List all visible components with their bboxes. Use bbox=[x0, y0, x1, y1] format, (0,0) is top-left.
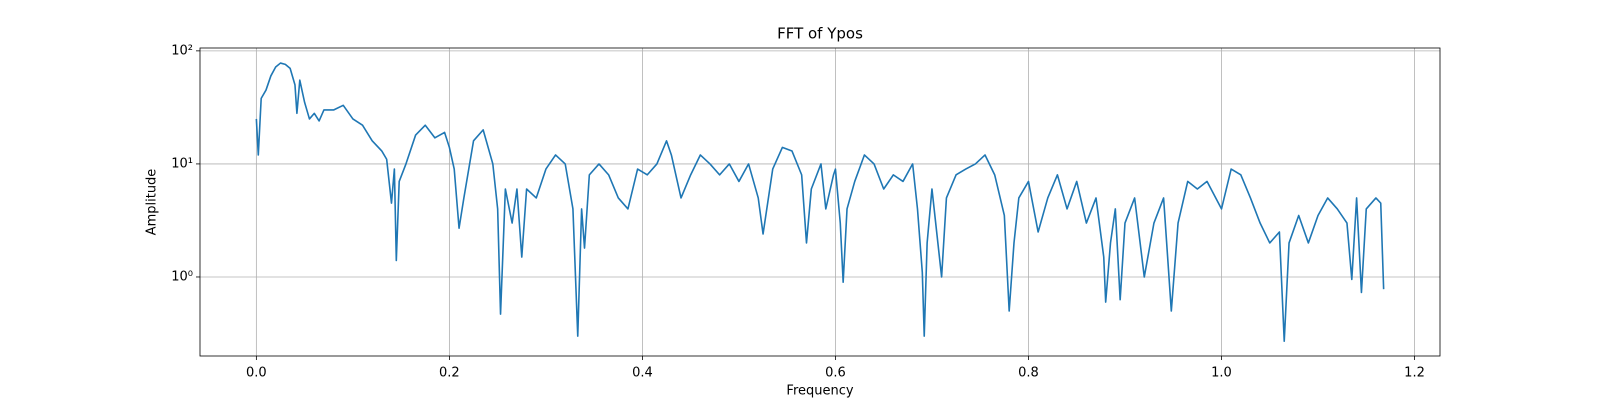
data-line bbox=[255, 62, 1385, 343]
chart-title: FFT of Ypos bbox=[777, 25, 863, 43]
x-axis-label: Frequency bbox=[786, 384, 853, 399]
y-tick-label: 10¹ bbox=[171, 156, 193, 171]
y-tick-label: 10⁰ bbox=[171, 269, 193, 284]
x-tick-label: 0.8 bbox=[1018, 366, 1039, 381]
x-tick-label: 0.6 bbox=[825, 366, 846, 381]
x-tick-label: 1.0 bbox=[1211, 366, 1232, 381]
x-tick-label: 0.2 bbox=[439, 366, 460, 381]
x-tick-label: 1.2 bbox=[1404, 366, 1425, 381]
x-tick-label: 0.4 bbox=[632, 366, 653, 381]
y-tick-label: 10² bbox=[171, 43, 193, 58]
x-tick-label: 0.0 bbox=[246, 366, 267, 381]
plot-frame bbox=[199, 47, 1441, 357]
y-axis-label: Amplitude bbox=[145, 169, 160, 236]
